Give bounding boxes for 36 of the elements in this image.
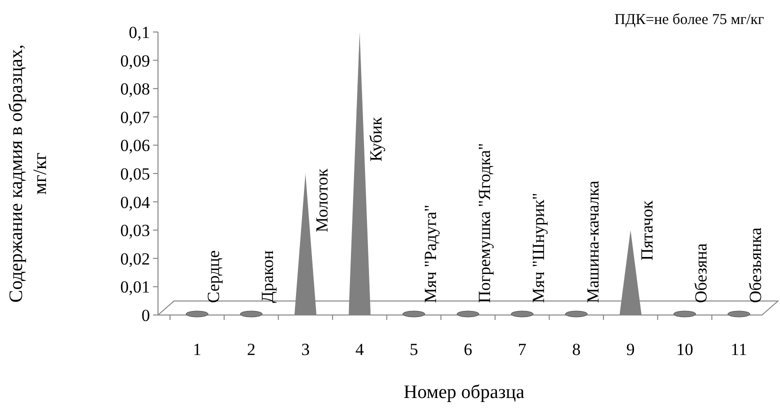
x-tick-label: 2	[247, 340, 256, 359]
x-axis-title: Номер образца	[404, 382, 525, 403]
y-tick-label: 0,09	[120, 51, 150, 70]
x-tick-label: 10	[676, 340, 694, 359]
data-label: Погремушка "Ягодка"	[474, 143, 494, 303]
data-label: Сердце	[204, 250, 224, 303]
y-tick-label: 0,03	[120, 221, 150, 240]
y-tick-label: 0,01	[120, 278, 150, 297]
x-tick-label: 5	[410, 340, 418, 359]
y-tick-label: 0,02	[120, 249, 150, 268]
y-tick-label: 0,06	[120, 136, 150, 156]
y-tick-label: 0,04	[120, 192, 150, 212]
text: ПДК=не более 75 мг/кг	[614, 12, 764, 28]
y-tick-label: 0,05	[120, 164, 150, 184]
x-tick-label: 11	[730, 340, 748, 359]
y-tick-label: 0	[142, 306, 150, 325]
data-label: Пятачок	[637, 200, 656, 261]
data-label: Мяч "Радуга"	[420, 204, 440, 303]
x-tick-label: 9	[626, 340, 635, 359]
y-tick-label: 0,08	[120, 80, 150, 99]
x-tick-label: 1	[192, 340, 202, 359]
x-tick-label: 6	[464, 340, 472, 359]
x-tick-label: 4	[355, 340, 364, 359]
y-axis-title: Содержание кадмия в образцах, мг/кг	[6, 44, 51, 303]
data-label: Кубик	[366, 116, 386, 162]
data-label: Молоток	[312, 168, 332, 232]
data-label: Мяч "Шнурик"	[529, 192, 548, 303]
data-label: Обезяна	[692, 242, 711, 303]
data-label: Обезьянка	[746, 227, 765, 303]
data-label: Дракон	[258, 250, 278, 303]
x-tick-label: 8	[572, 340, 581, 359]
data-label: Машина-качалка	[583, 180, 602, 303]
x-tick-label: 3	[301, 340, 310, 359]
y-tick-label: 0,07	[120, 108, 150, 127]
y-tick-label: 0,1	[128, 22, 150, 42]
x-tick-label: 7	[518, 340, 527, 359]
